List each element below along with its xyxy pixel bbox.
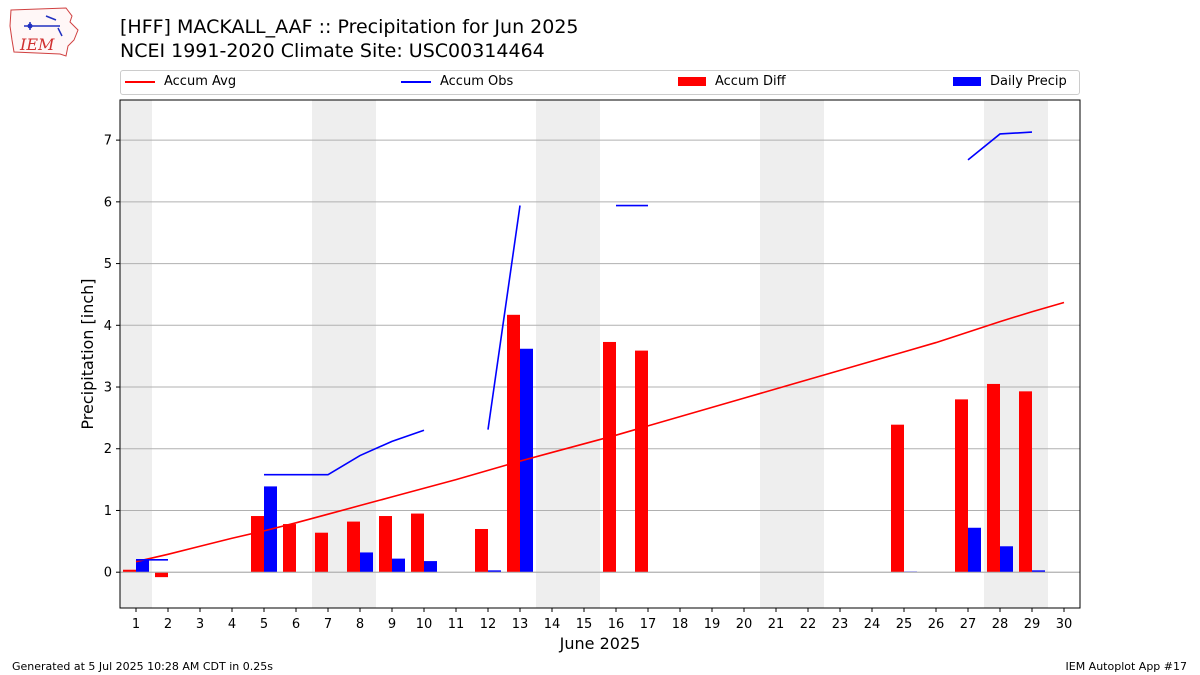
legend-label-accum-diff: Accum Diff xyxy=(715,74,786,89)
y-tick-label-5: 5 xyxy=(104,257,112,272)
y-tick-label-6: 6 xyxy=(104,195,112,210)
iem-logo: IEM xyxy=(9,7,79,57)
chart-subtitle: NCEI 1991-2020 Climate Site: USC00314464 xyxy=(120,40,545,62)
x-tick-label-20: 20 xyxy=(736,617,753,632)
bar-daily-precip-day-1 xyxy=(136,559,149,573)
bar-accum-diff-day-10 xyxy=(411,513,424,573)
state-outline-icon xyxy=(9,7,79,57)
y-tick-label-0: 0 xyxy=(104,566,112,581)
bar-accum-diff-day-29 xyxy=(1019,391,1032,573)
legend-item-accum-avg: Accum Avg xyxy=(125,74,236,89)
x-tick-label-9: 9 xyxy=(388,617,396,632)
x-tick-label-8: 8 xyxy=(356,617,364,632)
bar-accum-diff-day-5 xyxy=(251,516,264,573)
logo-text: IEM xyxy=(19,35,55,54)
x-tick-label-3: 3 xyxy=(196,617,204,632)
x-tick-label-13: 13 xyxy=(512,617,529,632)
bar-accum-diff-day-13 xyxy=(507,314,520,573)
bar-accum-diff-day-1 xyxy=(123,569,136,573)
bar-daily-precip-day-13 xyxy=(520,348,533,573)
bar-accum-diff-day-7 xyxy=(315,532,328,573)
x-tick-label-25: 25 xyxy=(896,617,913,632)
bar-accum-diff-day-27 xyxy=(955,399,968,573)
bar-accum-diff-day-17 xyxy=(635,350,648,573)
x-tick-label-1: 1 xyxy=(132,617,140,632)
x-tick-label-15: 15 xyxy=(576,617,593,632)
x-tick-label-11: 11 xyxy=(448,617,465,632)
station-dot-icon xyxy=(27,23,33,29)
bar-accum-diff-day-12 xyxy=(475,528,488,573)
line-accum-obs-segment-4 xyxy=(967,131,1033,161)
bar-accum-diff-day-6 xyxy=(283,524,296,573)
x-axis-label: June 2025 xyxy=(559,634,641,653)
weekend-band-1 xyxy=(120,100,152,608)
x-tick-label-18: 18 xyxy=(672,617,689,632)
y-tick-label-3: 3 xyxy=(104,381,112,396)
legend-swatch-accum-diff xyxy=(678,77,706,86)
y-tick-label-2: 2 xyxy=(104,442,112,457)
x-tick-label-12: 12 xyxy=(480,617,497,632)
legend-item-daily-precip: Daily Precip xyxy=(953,74,1067,89)
y-tick-label-4: 4 xyxy=(104,319,112,334)
x-tick-label-16: 16 xyxy=(608,617,625,632)
x-tick-label-28: 28 xyxy=(992,617,1009,632)
bar-daily-precip-day-27 xyxy=(968,527,981,573)
x-tick-label-14: 14 xyxy=(544,617,561,632)
legend-swatch-accum-obs xyxy=(401,80,431,83)
legend-swatch-daily-precip xyxy=(953,77,981,86)
line-accum-obs-segment-1 xyxy=(264,429,425,476)
footer-app-id: IEM Autoplot App #17 xyxy=(1065,660,1188,673)
x-tick-label-24: 24 xyxy=(864,617,881,632)
bar-daily-precip-day-8 xyxy=(360,552,373,573)
chart-title: [HFF] MACKALL_AAF :: Precipitation for J… xyxy=(120,16,579,38)
x-tick-label-4: 4 xyxy=(228,617,236,632)
legend-label-daily-precip: Daily Precip xyxy=(990,74,1067,89)
bar-accum-diff-day-25 xyxy=(891,424,904,573)
x-tick-label-10: 10 xyxy=(416,617,433,632)
x-tick-label-30: 30 xyxy=(1056,617,1073,632)
legend: Accum Avg Accum Obs Accum Diff Daily Pre… xyxy=(120,70,1080,95)
weekend-band-22 xyxy=(792,100,824,608)
x-tick-label-26: 26 xyxy=(928,617,945,632)
legend-item-accum-diff: Accum Diff xyxy=(678,74,786,89)
x-tick-label-7: 7 xyxy=(324,617,332,632)
x-tick-label-19: 19 xyxy=(704,617,721,632)
legend-label-accum-obs: Accum Obs xyxy=(440,74,514,89)
y-axis-label: Precipitation [inch] xyxy=(78,278,97,429)
bar-daily-precip-day-12 xyxy=(488,570,501,573)
line-accum-avg-segment-0 xyxy=(135,301,1065,563)
x-tick-label-23: 23 xyxy=(832,617,849,632)
x-tick-label-17: 17 xyxy=(640,617,657,632)
x-tick-label-27: 27 xyxy=(960,617,977,632)
weekend-band-15 xyxy=(568,100,600,608)
line-accum-obs-segment-2 xyxy=(487,205,521,430)
weekend-band-7 xyxy=(312,100,344,608)
legend-label-accum-avg: Accum Avg xyxy=(164,74,237,89)
bar-accum-diff-day-28 xyxy=(987,383,1000,573)
legend-swatch-accum-avg xyxy=(125,80,155,83)
y-tick-label-7: 7 xyxy=(104,134,112,149)
bar-daily-precip-day-28 xyxy=(1000,546,1013,573)
bar-accum-diff-day-2 xyxy=(155,572,168,578)
bar-daily-precip-day-9 xyxy=(392,558,405,573)
plot-frame xyxy=(119,99,1081,609)
footer-generated: Generated at 5 Jul 2025 10:28 AM CDT in … xyxy=(12,660,273,673)
x-tick-label-29: 29 xyxy=(1024,617,1041,632)
bar-accum-diff-day-8 xyxy=(347,521,360,573)
x-tick-label-22: 22 xyxy=(800,617,817,632)
x-tick-label-6: 6 xyxy=(292,617,300,632)
bar-daily-precip-day-10 xyxy=(424,561,437,573)
bar-accum-diff-day-9 xyxy=(379,516,392,573)
y-tick-label-1: 1 xyxy=(104,504,112,519)
x-tick-label-5: 5 xyxy=(260,617,268,632)
x-tick-label-21: 21 xyxy=(768,617,785,632)
bar-daily-precip-day-29 xyxy=(1032,570,1045,573)
weekend-band-21 xyxy=(760,100,792,608)
bar-accum-diff-day-16 xyxy=(603,341,616,573)
x-tick-label-2: 2 xyxy=(164,617,172,632)
legend-item-accum-obs: Accum Obs xyxy=(401,74,513,89)
weekend-band-14 xyxy=(536,100,568,608)
